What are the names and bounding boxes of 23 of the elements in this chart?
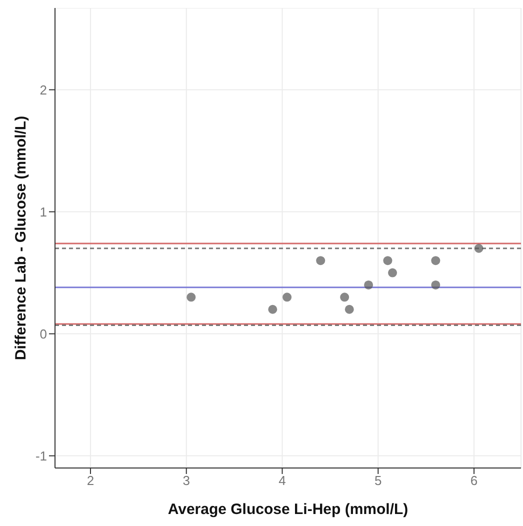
point xyxy=(344,304,354,314)
point xyxy=(186,292,196,302)
y-tick-label: -1 xyxy=(35,448,47,464)
point xyxy=(364,280,374,290)
point xyxy=(282,292,292,302)
point xyxy=(383,256,392,266)
x-tick-label: 3 xyxy=(182,473,190,488)
point xyxy=(268,304,278,314)
x-tick-label: 4 xyxy=(278,473,286,488)
point xyxy=(340,292,350,302)
x-axis-title: Average Glucose Li-Hep (mmol/L) xyxy=(168,501,408,518)
y-tick-label: 2 xyxy=(40,82,47,98)
x-tick-label: 2 xyxy=(86,473,94,488)
x-tick-label: 5 xyxy=(374,473,382,488)
point xyxy=(388,268,398,278)
y-axis-title: Difference Lab - Glucose (mmol/L) xyxy=(12,116,30,360)
point xyxy=(474,244,484,253)
point xyxy=(316,256,326,266)
point xyxy=(431,280,440,290)
y-tick-label: 0 xyxy=(40,326,47,342)
point xyxy=(431,256,440,266)
x-tick-label: 6 xyxy=(470,473,478,488)
y-tick-label: 1 xyxy=(40,204,47,220)
